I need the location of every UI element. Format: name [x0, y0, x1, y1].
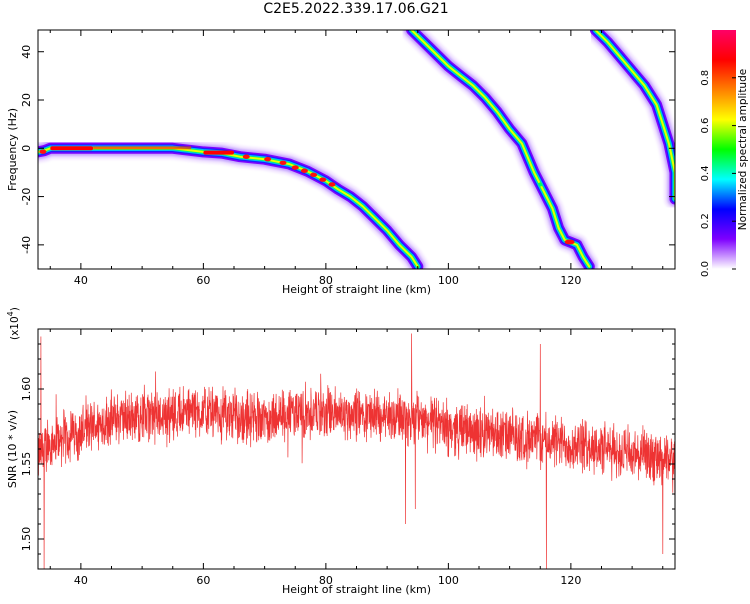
hot-spot [564, 239, 575, 245]
snr-series-line [38, 333, 675, 569]
line-y-tick-label: 1.50 [20, 527, 33, 552]
hot-spot [279, 160, 287, 165]
line-x-tick-label: 100 [438, 574, 459, 587]
heatmap-xlabel: Height of straight line (km) [282, 283, 431, 296]
colorbar [712, 30, 736, 269]
heatmap-y-tick-label: 40 [20, 45, 33, 59]
line-ylabel: SNR (10 * v/v) [6, 410, 19, 488]
hot-spot [310, 172, 318, 178]
heatmap-x-tick-label: 120 [560, 274, 581, 287]
line-x-tick-label: 80 [319, 574, 333, 587]
hot-spot [328, 182, 336, 187]
heatmap-y-tick-label: 0 [20, 145, 33, 152]
colorbar-tick-label: 0.6 [700, 118, 711, 134]
y-multiplier-label: (x104) [6, 307, 21, 340]
hot-segment [203, 150, 234, 155]
hot-spot [538, 182, 543, 187]
hot-spot [242, 154, 250, 159]
colorbar-label: Normalized spectral amplitude [737, 69, 749, 230]
spectral-track-1 [38, 145, 421, 269]
heatmap-y-tick-label: -40 [20, 236, 33, 254]
hot-spot [291, 165, 299, 170]
line-plot-area [38, 333, 675, 569]
spectral-track-3 [594, 30, 675, 200]
heatmap-x-tick-label: 100 [438, 274, 459, 287]
heatmap-plot-area [38, 30, 675, 269]
heatmap-x-tick-label: 40 [74, 274, 88, 287]
line-x-tick-label: 60 [196, 574, 210, 587]
hot-spot [39, 149, 47, 154]
line-y-tick-label: 1.55 [20, 452, 33, 477]
heatmap-ylabel: Frequency (Hz) [6, 108, 19, 191]
hot-spot [264, 156, 272, 162]
colorbar-tick-label: 0.4 [700, 165, 711, 181]
y-multiplier-close: ) [9, 307, 21, 311]
hot-spot [319, 177, 327, 182]
figure-title: C2E5.2022.339.17.06.G21 [263, 1, 449, 17]
hot-segment [50, 146, 94, 151]
heatmap-x-tick-label: 80 [319, 274, 333, 287]
line-xlabel: Height of straight line (km) [282, 583, 431, 596]
y-multiplier-exponent: 4 [6, 311, 15, 316]
colorbar-tick-label: 0.0 [700, 261, 711, 277]
line-x-tick-label: 40 [74, 574, 88, 587]
colorbar-tick-label: 0.8 [700, 70, 711, 86]
hot-segment [93, 146, 192, 150]
line-y-tick-label: 1.60 [20, 377, 33, 402]
heatmap-x-tick-label: 60 [196, 274, 210, 287]
heatmap-y-tick-label: -20 [20, 188, 33, 206]
y-multiplier-base: (x10 [9, 316, 21, 340]
heatmap-y-tick-label: 20 [20, 93, 33, 107]
line-x-tick-label: 120 [560, 574, 581, 587]
hot-spot [300, 168, 308, 173]
colorbar-tick-label: 0.2 [700, 213, 711, 229]
